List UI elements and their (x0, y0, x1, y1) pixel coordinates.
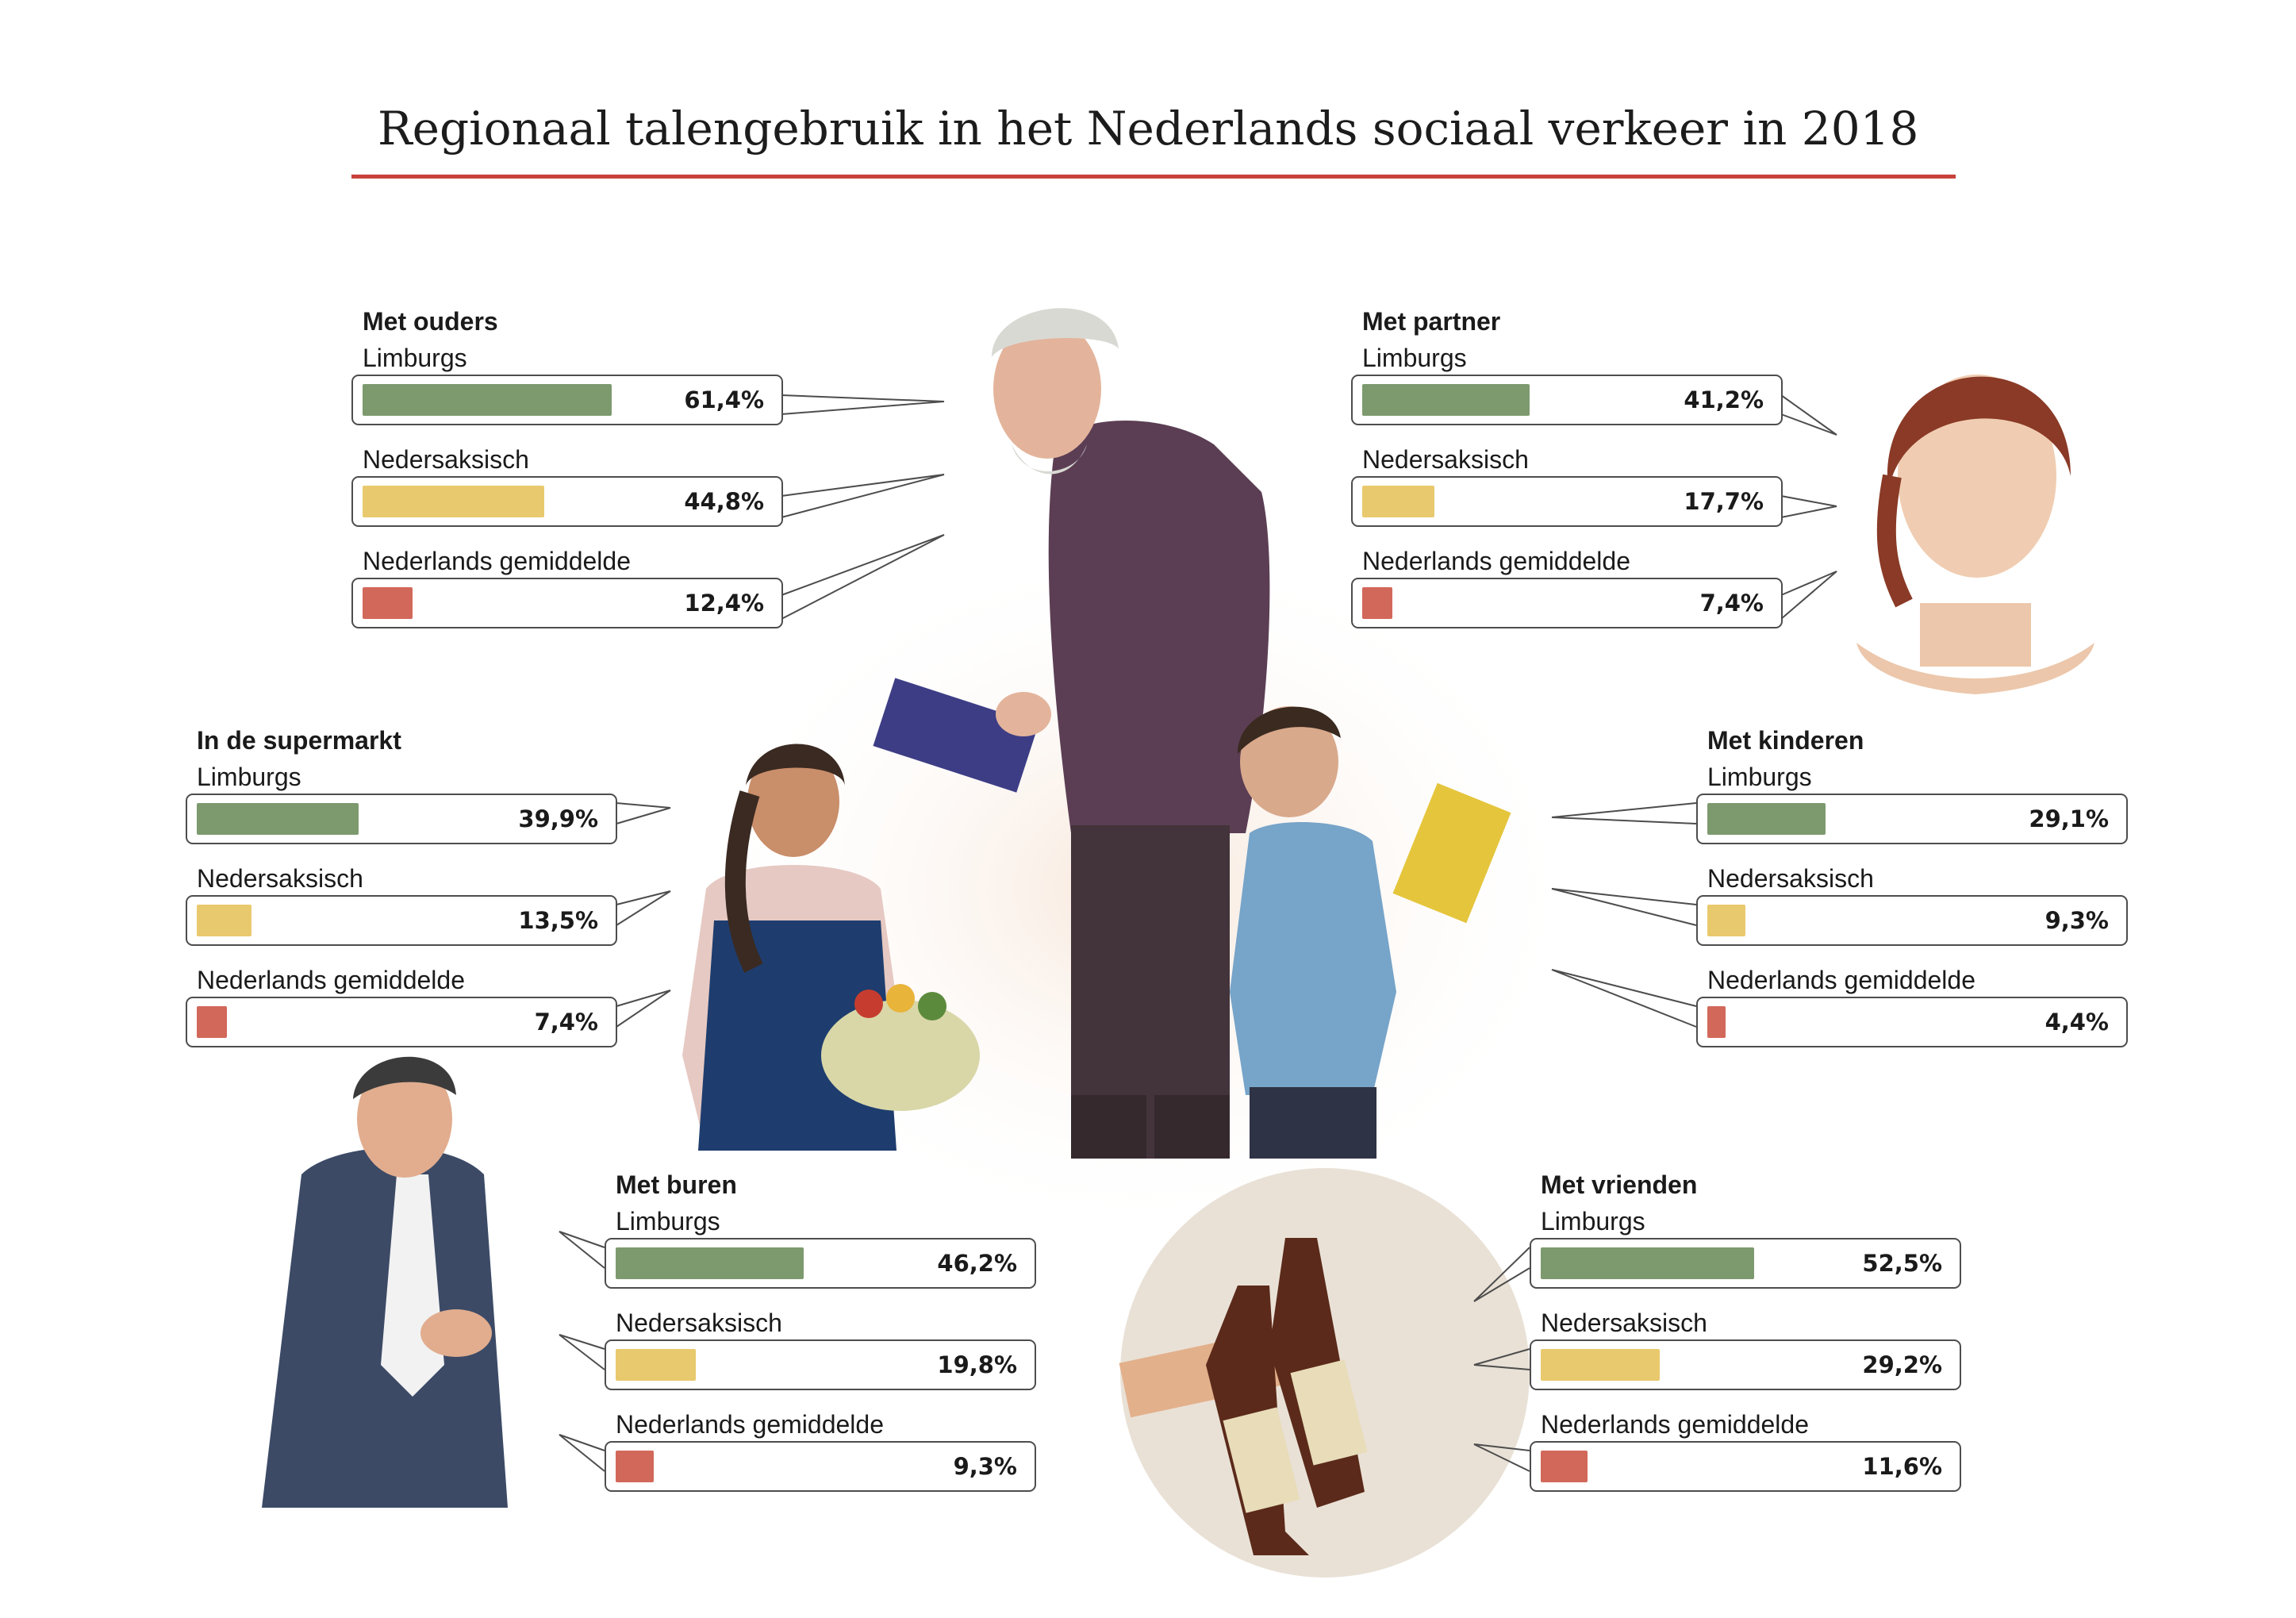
data-label: 13,5% (518, 907, 598, 934)
chart-group: Met partner Limburgs 41,2% Nedersaksisch 17,… (1351, 307, 1795, 640)
bar-box: 39,9% (186, 794, 617, 844)
bar (1362, 587, 1392, 619)
bar (1541, 1451, 1588, 1482)
series-label: Limburgs (616, 1207, 720, 1236)
bar-box: 19,8% (605, 1339, 1036, 1390)
series-label: Limburgs (1362, 344, 1467, 372)
chart-title: Met partner (1362, 307, 1501, 336)
bar-box: 46,2% (605, 1238, 1036, 1289)
bar (1541, 1349, 1660, 1381)
bar-box: 41,2% (1351, 375, 1783, 425)
bar (1707, 905, 1745, 936)
bar (363, 384, 612, 416)
data-label: 41,2% (1684, 386, 1764, 413)
bar (1707, 1006, 1726, 1038)
chart-group: In de supermarkt Limburgs 39,9% Nedersaksis… (186, 726, 630, 1059)
beer-bottles-illustration (1119, 1168, 1530, 1578)
data-label: 29,2% (1862, 1351, 1942, 1378)
bar (1707, 803, 1826, 835)
chart-group: Met buren Limburgs 46,2% Nedersaksisch 19,8%… (605, 1170, 1049, 1504)
shop-woman-illustration (682, 744, 980, 1151)
series-label: Nederlands gemiddelde (363, 547, 631, 575)
series-label: Nedersaksisch (197, 864, 363, 893)
bar (1541, 1247, 1754, 1279)
series-label: Nedersaksisch (1362, 445, 1529, 474)
series-label: Nederlands gemiddelde (197, 966, 465, 994)
bar (197, 905, 251, 936)
data-label: 19,8% (937, 1351, 1017, 1378)
series-label: Nedersaksisch (363, 445, 529, 474)
chart-title: In de supermarkt (197, 726, 401, 755)
data-label: 7,4% (1699, 590, 1764, 617)
series-label: Nederlands gemiddelde (616, 1410, 884, 1439)
partner-woman-illustration (1856, 375, 2094, 694)
connector-lines (559, 394, 1837, 1472)
bar (616, 1247, 804, 1279)
chart-title: Met kinderen (1707, 726, 1864, 755)
bar (616, 1451, 654, 1482)
series-label: Nedersaksisch (1541, 1309, 1707, 1337)
bar-box: 61,4% (351, 375, 783, 425)
bar-box: 12,4% (351, 578, 783, 628)
bar (1362, 384, 1530, 416)
title-rule (351, 175, 1956, 179)
bar (363, 486, 544, 517)
data-label: 9,3% (2045, 907, 2109, 934)
series-label: Nederlands gemiddelde (1707, 966, 1975, 994)
bar-box: 29,1% (1696, 794, 2128, 844)
data-label: 9,3% (953, 1453, 1017, 1480)
series-label: Limburgs (1541, 1207, 1645, 1236)
chart-group: Met kinderen Limburgs 29,1% Nedersaksisch 9,… (1696, 726, 2141, 1059)
chart-group: Met vrienden Limburgs 52,5% Nedersaksisch 29… (1530, 1170, 1974, 1504)
bar-box: 44,8% (351, 476, 783, 527)
data-label: 12,4% (684, 590, 764, 617)
data-label: 11,6% (1862, 1453, 1942, 1480)
chart-group: Met ouders Limburgs 61,4% Nedersaksisch 44,8… (351, 307, 796, 640)
series-label: Nederlands gemiddelde (1362, 547, 1630, 575)
bar-box: 17,7% (1351, 476, 1783, 527)
series-label: Nedersaksisch (616, 1309, 782, 1337)
data-label: 61,4% (684, 386, 764, 413)
neighbor-man-illustration (262, 1056, 508, 1508)
series-label: Nedersaksisch (1707, 864, 1874, 893)
bar (197, 803, 359, 835)
old-man-illustration (873, 308, 1270, 1159)
bar (616, 1349, 696, 1381)
series-label: Nederlands gemiddelde (1541, 1410, 1809, 1439)
page-title: Regionaal talengebruik in het Nederlands… (378, 102, 1919, 156)
bar-box: 4,4% (1696, 997, 2128, 1047)
bar-box: 7,4% (1351, 578, 1783, 628)
bar-box: 11,6% (1530, 1441, 1961, 1492)
bar (197, 1006, 227, 1038)
data-label: 39,9% (518, 805, 598, 832)
data-label: 44,8% (684, 488, 764, 515)
bar (1362, 486, 1434, 517)
bar (363, 587, 413, 619)
data-label: 7,4% (534, 1009, 598, 1036)
bar-box: 52,5% (1530, 1238, 1961, 1289)
data-label: 46,2% (937, 1250, 1017, 1277)
series-label: Limburgs (197, 763, 301, 791)
data-label: 29,1% (2029, 805, 2109, 832)
bar-box: 9,3% (1696, 895, 2128, 946)
bar-box: 9,3% (605, 1441, 1036, 1492)
bar-box: 13,5% (186, 895, 617, 946)
bar-box: 29,2% (1530, 1339, 1961, 1390)
data-label: 17,7% (1684, 488, 1764, 515)
data-label: 52,5% (1862, 1250, 1942, 1277)
chart-title: Met ouders (363, 307, 498, 336)
bar-box: 7,4% (186, 997, 617, 1047)
chart-title: Met buren (616, 1170, 737, 1199)
series-label: Limburgs (1707, 763, 1812, 791)
chart-title: Met vrienden (1541, 1170, 1698, 1199)
data-label: 4,4% (2045, 1009, 2109, 1036)
boy-reading-illustration (1230, 706, 1511, 1159)
series-label: Limburgs (363, 344, 467, 372)
